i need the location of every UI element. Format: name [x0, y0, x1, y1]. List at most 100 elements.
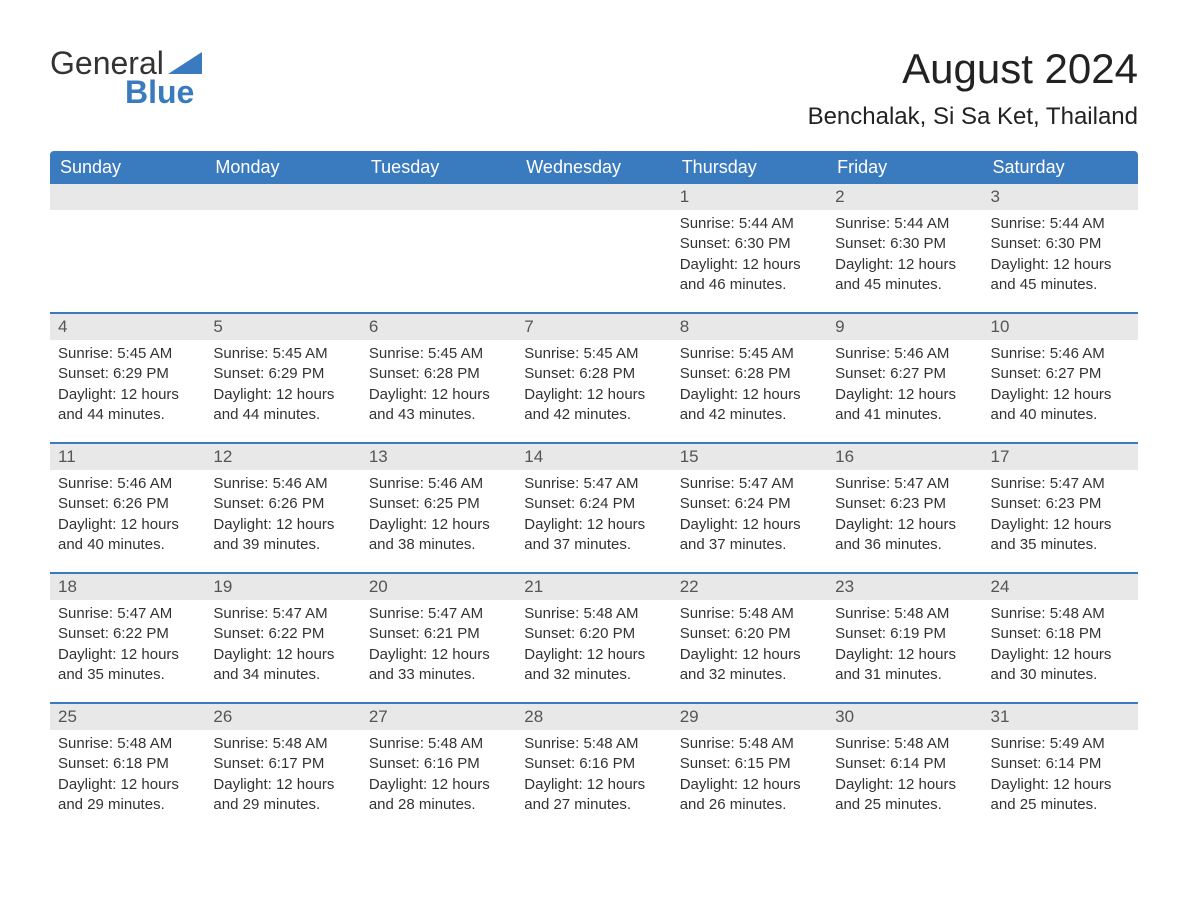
- sunset-text: Sunset: 6:30 PM: [835, 234, 974, 254]
- daylight-text: Daylight: 12 hours and 30 minutes.: [991, 645, 1130, 686]
- sunset-text: Sunset: 6:28 PM: [369, 364, 508, 384]
- day-number: 24: [983, 574, 1138, 600]
- day-cell: 15Sunrise: 5:47 AMSunset: 6:24 PMDayligh…: [672, 444, 827, 572]
- day-number: 1: [672, 184, 827, 210]
- day-cell: 11Sunrise: 5:46 AMSunset: 6:26 PMDayligh…: [50, 444, 205, 572]
- sunset-text: Sunset: 6:30 PM: [680, 234, 819, 254]
- sunset-text: Sunset: 6:17 PM: [213, 754, 352, 774]
- weekday-friday: Friday: [827, 151, 982, 184]
- sunrise-text: Sunrise: 5:47 AM: [213, 604, 352, 624]
- day-content: Sunrise: 5:47 AMSunset: 6:23 PMDaylight:…: [983, 470, 1138, 559]
- sunrise-text: Sunrise: 5:46 AM: [835, 344, 974, 364]
- weekday-monday: Monday: [205, 151, 360, 184]
- day-number: 3: [983, 184, 1138, 210]
- sunrise-text: Sunrise: 5:48 AM: [835, 604, 974, 624]
- day-number: 30: [827, 704, 982, 730]
- daylight-text: Daylight: 12 hours and 38 minutes.: [369, 515, 508, 556]
- day-number: 4: [50, 314, 205, 340]
- sunrise-text: Sunrise: 5:44 AM: [835, 214, 974, 234]
- day-cell: 31Sunrise: 5:49 AMSunset: 6:14 PMDayligh…: [983, 704, 1138, 832]
- day-content: Sunrise: 5:48 AMSunset: 6:19 PMDaylight:…: [827, 600, 982, 689]
- sunset-text: Sunset: 6:15 PM: [680, 754, 819, 774]
- daylight-text: Daylight: 12 hours and 31 minutes.: [835, 645, 974, 686]
- daylight-text: Daylight: 12 hours and 29 minutes.: [58, 775, 197, 816]
- day-content: Sunrise: 5:46 AMSunset: 6:27 PMDaylight:…: [827, 340, 982, 429]
- sunset-text: Sunset: 6:27 PM: [991, 364, 1130, 384]
- sunrise-text: Sunrise: 5:45 AM: [680, 344, 819, 364]
- sunset-text: Sunset: 6:22 PM: [58, 624, 197, 644]
- sunrise-text: Sunrise: 5:45 AM: [369, 344, 508, 364]
- day-content: Sunrise: 5:46 AMSunset: 6:26 PMDaylight:…: [50, 470, 205, 559]
- day-cell: 17Sunrise: 5:47 AMSunset: 6:23 PMDayligh…: [983, 444, 1138, 572]
- sunrise-text: Sunrise: 5:48 AM: [835, 734, 974, 754]
- day-content: Sunrise: 5:48 AMSunset: 6:20 PMDaylight:…: [672, 600, 827, 689]
- day-content: Sunrise: 5:48 AMSunset: 6:14 PMDaylight:…: [827, 730, 982, 819]
- day-content: Sunrise: 5:47 AMSunset: 6:22 PMDaylight:…: [50, 600, 205, 689]
- day-content: Sunrise: 5:47 AMSunset: 6:24 PMDaylight:…: [516, 470, 671, 559]
- sunrise-text: Sunrise: 5:47 AM: [991, 474, 1130, 494]
- day-number: 27: [361, 704, 516, 730]
- daylight-text: Daylight: 12 hours and 37 minutes.: [680, 515, 819, 556]
- daylight-text: Daylight: 12 hours and 25 minutes.: [991, 775, 1130, 816]
- weekday-thursday: Thursday: [672, 151, 827, 184]
- daylight-text: Daylight: 12 hours and 44 minutes.: [58, 385, 197, 426]
- day-cell: 22Sunrise: 5:48 AMSunset: 6:20 PMDayligh…: [672, 574, 827, 702]
- sunrise-text: Sunrise: 5:48 AM: [680, 734, 819, 754]
- sunrise-text: Sunrise: 5:47 AM: [58, 604, 197, 624]
- day-content: Sunrise: 5:48 AMSunset: 6:18 PMDaylight:…: [50, 730, 205, 819]
- day-content: Sunrise: 5:49 AMSunset: 6:14 PMDaylight:…: [983, 730, 1138, 819]
- sunset-text: Sunset: 6:23 PM: [991, 494, 1130, 514]
- day-cell: 1Sunrise: 5:44 AMSunset: 6:30 PMDaylight…: [672, 184, 827, 312]
- month-title: August 2024: [808, 45, 1138, 93]
- day-number: 16: [827, 444, 982, 470]
- week-row: 25Sunrise: 5:48 AMSunset: 6:18 PMDayligh…: [50, 702, 1138, 832]
- sunset-text: Sunset: 6:20 PM: [680, 624, 819, 644]
- day-content: Sunrise: 5:45 AMSunset: 6:28 PMDaylight:…: [516, 340, 671, 429]
- day-number: 9: [827, 314, 982, 340]
- day-cell: 6Sunrise: 5:45 AMSunset: 6:28 PMDaylight…: [361, 314, 516, 442]
- day-content: Sunrise: 5:45 AMSunset: 6:29 PMDaylight:…: [50, 340, 205, 429]
- daylight-text: Daylight: 12 hours and 45 minutes.: [991, 255, 1130, 296]
- day-content: Sunrise: 5:45 AMSunset: 6:28 PMDaylight:…: [361, 340, 516, 429]
- daylight-text: Daylight: 12 hours and 28 minutes.: [369, 775, 508, 816]
- day-cell: 19Sunrise: 5:47 AMSunset: 6:22 PMDayligh…: [205, 574, 360, 702]
- sunset-text: Sunset: 6:26 PM: [58, 494, 197, 514]
- day-cell: 24Sunrise: 5:48 AMSunset: 6:18 PMDayligh…: [983, 574, 1138, 702]
- day-cell: 16Sunrise: 5:47 AMSunset: 6:23 PMDayligh…: [827, 444, 982, 572]
- day-cell: 27Sunrise: 5:48 AMSunset: 6:16 PMDayligh…: [361, 704, 516, 832]
- day-cell: 29Sunrise: 5:48 AMSunset: 6:15 PMDayligh…: [672, 704, 827, 832]
- day-content: Sunrise: 5:48 AMSunset: 6:20 PMDaylight:…: [516, 600, 671, 689]
- sunrise-text: Sunrise: 5:48 AM: [524, 734, 663, 754]
- daylight-text: Daylight: 12 hours and 35 minutes.: [58, 645, 197, 686]
- daylight-text: Daylight: 12 hours and 33 minutes.: [369, 645, 508, 686]
- day-cell: 20Sunrise: 5:47 AMSunset: 6:21 PMDayligh…: [361, 574, 516, 702]
- sunrise-text: Sunrise: 5:48 AM: [369, 734, 508, 754]
- week-row: 1Sunrise: 5:44 AMSunset: 6:30 PMDaylight…: [50, 184, 1138, 312]
- sunset-text: Sunset: 6:28 PM: [680, 364, 819, 384]
- day-number: 7: [516, 314, 671, 340]
- sunset-text: Sunset: 6:20 PM: [524, 624, 663, 644]
- daylight-text: Daylight: 12 hours and 40 minutes.: [58, 515, 197, 556]
- day-cell: 28Sunrise: 5:48 AMSunset: 6:16 PMDayligh…: [516, 704, 671, 832]
- weekday-saturday: Saturday: [983, 151, 1138, 184]
- day-cell: 5Sunrise: 5:45 AMSunset: 6:29 PMDaylight…: [205, 314, 360, 442]
- day-cell: 8Sunrise: 5:45 AMSunset: 6:28 PMDaylight…: [672, 314, 827, 442]
- day-content: Sunrise: 5:48 AMSunset: 6:15 PMDaylight:…: [672, 730, 827, 819]
- day-number: 28: [516, 704, 671, 730]
- day-number: 2: [827, 184, 982, 210]
- sunset-text: Sunset: 6:29 PM: [213, 364, 352, 384]
- empty-day-bar: [50, 184, 205, 210]
- day-cell: 12Sunrise: 5:46 AMSunset: 6:26 PMDayligh…: [205, 444, 360, 572]
- day-cell: 4Sunrise: 5:45 AMSunset: 6:29 PMDaylight…: [50, 314, 205, 442]
- day-cell: 30Sunrise: 5:48 AMSunset: 6:14 PMDayligh…: [827, 704, 982, 832]
- sunset-text: Sunset: 6:14 PM: [835, 754, 974, 774]
- daylight-text: Daylight: 12 hours and 32 minutes.: [680, 645, 819, 686]
- sunrise-text: Sunrise: 5:46 AM: [58, 474, 197, 494]
- location: Benchalak, Si Sa Ket, Thailand: [808, 103, 1138, 131]
- day-number: 15: [672, 444, 827, 470]
- weeks-container: 1Sunrise: 5:44 AMSunset: 6:30 PMDaylight…: [50, 184, 1138, 832]
- daylight-text: Daylight: 12 hours and 43 minutes.: [369, 385, 508, 426]
- daylight-text: Daylight: 12 hours and 34 minutes.: [213, 645, 352, 686]
- day-content: Sunrise: 5:48 AMSunset: 6:17 PMDaylight:…: [205, 730, 360, 819]
- day-cell: [50, 184, 205, 312]
